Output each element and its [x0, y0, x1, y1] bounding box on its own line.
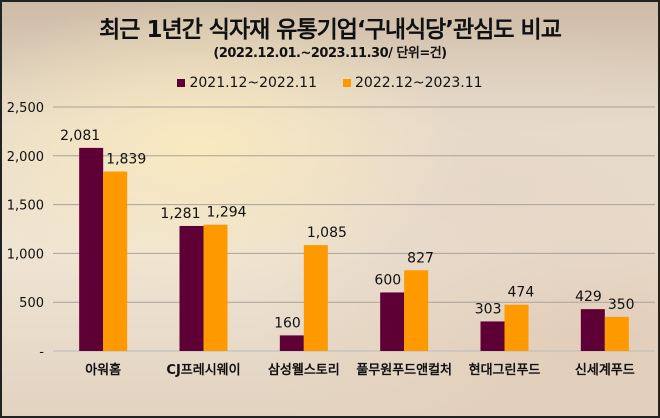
bar	[504, 304, 529, 351]
data-label: 350	[608, 297, 635, 313]
x-tick-label: 아워홈	[85, 362, 121, 378]
data-label: 429	[575, 289, 602, 305]
chart-subtitle: (2022.12.01.~2023.11.30/ 단위=건)	[213, 46, 447, 61]
data-label: 827	[407, 250, 434, 266]
data-label: 1,281	[160, 206, 200, 222]
legend-swatch	[343, 79, 351, 87]
bar	[303, 245, 328, 351]
bar	[179, 225, 204, 351]
data-label: 1,839	[106, 152, 146, 168]
data-label: 1,085	[307, 225, 347, 241]
data-label: 2,081	[60, 128, 100, 144]
bar	[580, 309, 605, 351]
data-label: 160	[274, 315, 301, 331]
y-tick-label: 500	[19, 296, 44, 311]
bar	[103, 171, 128, 351]
bar	[279, 335, 304, 351]
legend: 2021.12~2022.11 2022.12~2023.11	[2, 75, 658, 91]
bar	[203, 224, 228, 351]
y-tick-label: 1,000	[7, 247, 44, 262]
x-tick-label: 풀무원푸드앤컬처	[356, 362, 452, 378]
x-tick-label: 삼성웰스토리	[268, 362, 340, 378]
bar	[404, 270, 429, 351]
x-tick-label: 현대그린푸드	[469, 362, 541, 378]
chart-title: 최근 1년간 식자재 유통기업‘구내식당’관심도 비교	[99, 17, 562, 43]
bar	[380, 292, 405, 351]
bar	[480, 321, 505, 351]
x-tick-label: CJ프레시웨이	[166, 362, 240, 378]
x-tick-label: 신세계푸드	[575, 363, 635, 378]
bar	[604, 316, 629, 351]
legend-item-2022: 2021.12~2022.11	[177, 75, 317, 91]
data-label: 474	[508, 285, 535, 301]
y-tick-label: 2,500	[7, 101, 44, 116]
bar	[79, 147, 104, 351]
y-tick-label: -	[39, 345, 44, 360]
legend-label: 2021.12~2022.11	[189, 75, 317, 91]
data-label: 1,294	[207, 205, 247, 221]
legend-item-2023: 2022.12~2023.11	[343, 75, 483, 91]
y-tick-label: 2,000	[7, 150, 44, 165]
legend-swatch	[177, 79, 186, 87]
data-label: 600	[374, 272, 401, 288]
data-label: 303	[475, 301, 502, 317]
legend-label: 2022.12~2023.11	[355, 75, 483, 91]
y-tick-label: 1,500	[7, 199, 44, 214]
